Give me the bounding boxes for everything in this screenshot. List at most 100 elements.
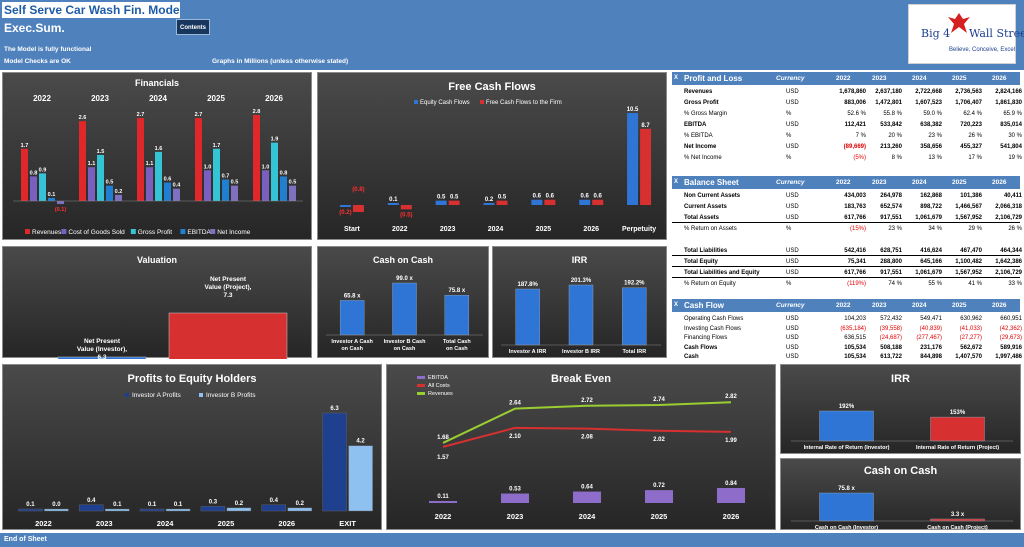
row-value: 835,014	[1000, 122, 1022, 128]
irr-big-title: IRR	[891, 373, 910, 385]
profits-data-label: 4.2	[356, 439, 365, 445]
row-value: 549,471	[920, 316, 942, 322]
row-value: (27,277)	[959, 335, 982, 341]
fcf-legend-label: Free Cash Flows to the Firm	[486, 100, 562, 106]
logo-text-big4: Big 4	[921, 27, 951, 40]
row-value: 455,327	[960, 144, 982, 150]
valuation-chart: Net Present Value (Investor), 6.3 Net Prese…	[57, 276, 288, 359]
profits-bar	[105, 508, 130, 512]
financials-legend-swatch	[180, 229, 186, 234]
fcf-data-label: 0.5	[437, 195, 446, 201]
valuation-bar	[57, 356, 147, 359]
contents-button[interactable]: Contents	[176, 19, 210, 35]
fcf-legend-swatch	[414, 100, 418, 104]
irr-category-label: Investor A IRR	[509, 349, 547, 355]
model-checks: Model Checks are OK	[4, 58, 71, 65]
row-value: 59.0 %	[923, 111, 942, 117]
fcf-chart: Equity Cash Flows Free Cash Flows to the …	[339, 100, 656, 233]
breakeven-ebitda-bar	[645, 490, 673, 503]
financials-bar	[21, 148, 28, 201]
breakeven-data-label: 2.10	[509, 434, 521, 440]
row-value: 1,642,386	[995, 259, 1022, 265]
eagle-icon	[948, 13, 970, 33]
financials-bar	[289, 185, 296, 201]
row-value: 617,766	[844, 270, 866, 276]
profits-data-label: 0.3	[209, 499, 218, 505]
fcf-bar	[400, 205, 412, 210]
pl-collapse-toggle[interactable]: X	[674, 75, 679, 81]
cf-column-header: 2022	[836, 302, 851, 309]
cf-table: X Cash Flow Currency 2022 2023 2024 2025 2026 Op…	[672, 299, 1022, 363]
financials-data-label: 0.1	[48, 192, 56, 198]
breakeven-data-label: 0.72	[653, 483, 665, 489]
row-value: 105,534	[844, 344, 866, 351]
financials-legend-label: Cost of Goods Sold	[68, 229, 125, 236]
row-value: 34 %	[928, 226, 942, 232]
financials-bar	[57, 201, 64, 205]
profits-bar	[261, 504, 286, 512]
financials-bar	[280, 176, 287, 201]
financials-data-label: 1.7	[21, 143, 29, 149]
table-row: Total Assets USD 617,766 917,551 1,061,679 1,…	[672, 213, 1022, 223]
row-value: 1,706,407	[955, 100, 982, 106]
row-value: 1,567,952	[955, 215, 982, 221]
row-label: Revenues	[684, 89, 713, 95]
cf-collapse-toggle[interactable]: X	[674, 302, 679, 308]
fcf-category-label: 2022	[392, 226, 408, 233]
financials-year-label: 2025	[207, 94, 225, 103]
bs-column-header: 2022	[836, 179, 851, 186]
row-label: % Return on Equity	[684, 281, 736, 287]
table-row: Gross Profit USD 883,006 1,472,801 1,607,523…	[672, 98, 1022, 108]
fcf-category-label: 2026	[583, 226, 599, 233]
coc-big-data-label: 75.8 x	[838, 486, 855, 492]
cf-column-header: 2024	[912, 302, 927, 309]
table-row: Investing Cash Flows USD (635,184) (39,558)…	[672, 324, 1022, 334]
header-bar: Self Serve Car Wash Fin. Model Exec.Sum.…	[0, 0, 1024, 70]
row-value: 112,421	[844, 122, 866, 128]
financials-bar	[231, 185, 238, 201]
row-label: Investing Cash Flows	[684, 325, 742, 332]
financials-year-label: 2023	[91, 94, 109, 103]
row-label: % Return on Assets	[684, 226, 737, 232]
financials-data-label: 0.7	[222, 174, 230, 180]
irr-big-bar	[930, 416, 985, 442]
fcf-data-label: 8.7	[641, 123, 650, 129]
breakeven-category-label: 2025	[651, 512, 668, 521]
pl-column-header: 2022	[836, 75, 851, 82]
row-value: 1,100,482	[955, 259, 982, 265]
row-label: Current Assets	[684, 204, 727, 210]
bs-table: X Balance Sheet Currency 2022 2023 2024 2025 20…	[672, 176, 1022, 294]
fcf-legend-swatch	[480, 100, 484, 104]
graphs-note: Graphs in Millions (unless otherwise sta…	[212, 58, 349, 65]
financials-bar	[164, 182, 171, 201]
coc-data-label: 75.8 x	[448, 288, 465, 294]
irr-big-bar	[819, 410, 874, 442]
financials-bar	[222, 179, 229, 201]
breakeven-data-label: 2.08	[581, 435, 593, 441]
financials-data-label: 0.2	[115, 189, 123, 195]
bs-collapse-toggle[interactable]: X	[674, 179, 679, 185]
row-value: 898,722	[920, 204, 942, 210]
financials-bar	[106, 185, 113, 201]
row-value: 660,951	[1000, 316, 1022, 322]
irr-bar	[515, 288, 540, 346]
row-value: 630,962	[960, 316, 982, 322]
row-value: 613,722	[880, 354, 902, 360]
row-currency: USD	[786, 270, 799, 276]
profits-legend-label: Investor B Profits	[206, 392, 256, 399]
profits-category-label: 2022	[35, 519, 52, 528]
coc-big-chart: 75.8 x Cash on Cash (Investor) 3.3 x Cash o…	[791, 486, 1013, 531]
row-value: 2,736,563	[955, 89, 982, 95]
breakeven-data-label: 2.02	[653, 437, 665, 443]
coc-big-bar	[819, 492, 874, 522]
row-value: 288,800	[880, 259, 902, 265]
row-value: (29,673)	[999, 335, 1022, 341]
row-value: 23 %	[888, 226, 902, 232]
row-currency: USD	[786, 122, 799, 128]
fcf-data-label: 0.5	[498, 195, 507, 201]
fcf-bar	[544, 199, 556, 205]
irr-bar	[622, 287, 647, 346]
profits-legend-swatch	[199, 393, 203, 397]
profits-bar	[226, 507, 252, 512]
financials-legend-swatch	[61, 229, 67, 234]
